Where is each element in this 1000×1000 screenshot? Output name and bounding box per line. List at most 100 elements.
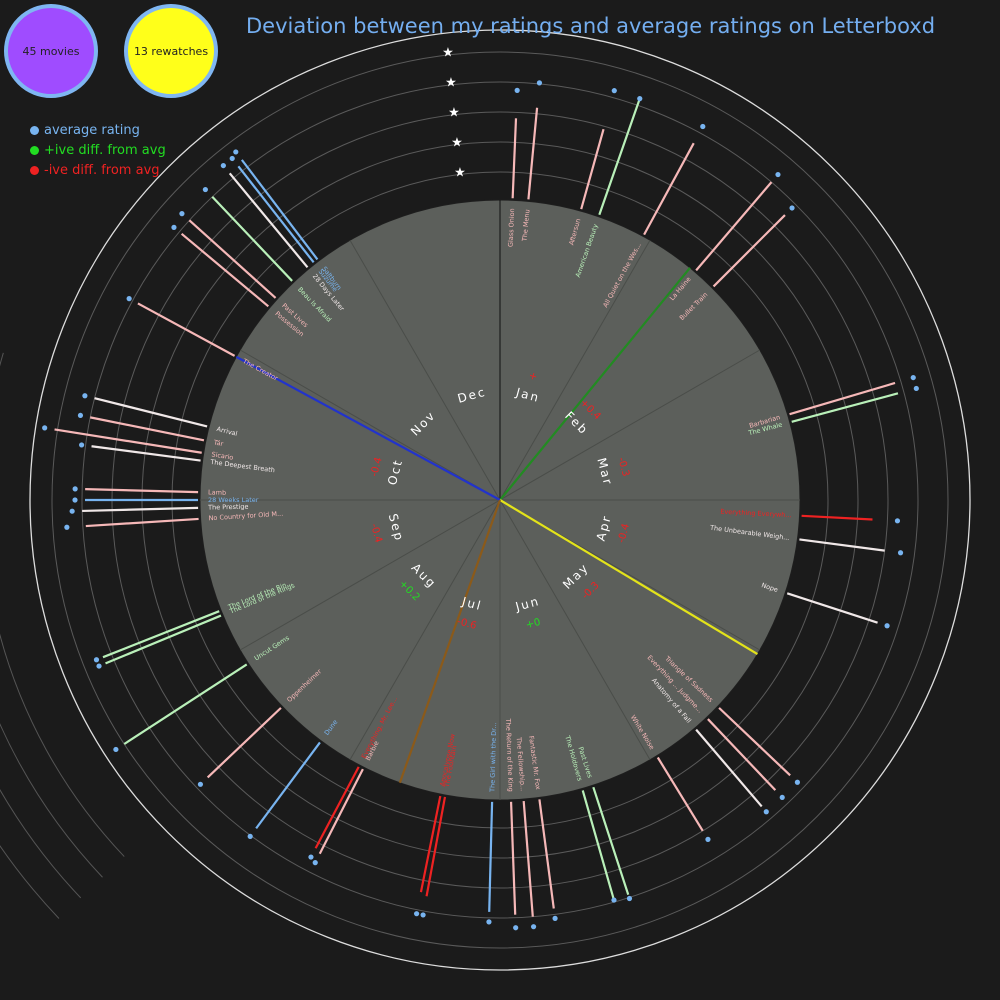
movie-rating-line: [188, 219, 277, 299]
average-rating-dot: [420, 912, 426, 918]
legend-dot-average: [30, 126, 39, 135]
movie-rating-line: [488, 801, 494, 912]
month-average-diff: -0.4: [368, 522, 384, 544]
movie-title-label: 28 Weeks Later: [208, 496, 259, 504]
movie-title-label: Tár: [212, 438, 224, 448]
average-rating-dot: [705, 836, 711, 842]
average-rating-dot: [413, 911, 420, 917]
month-average-diff: -0.4: [616, 522, 632, 544]
extended-rating-ring: [0, 722, 103, 878]
movie-rating-line: [580, 128, 605, 210]
movie-rating-line: [707, 718, 777, 791]
average-rating-dot: [197, 781, 204, 787]
movie-rating-line: [237, 165, 315, 264]
movie-rating-line: [511, 118, 518, 199]
movie-rating-line: [419, 795, 442, 893]
average-rating-dot: [179, 211, 185, 217]
star-icon: ★: [451, 136, 463, 151]
average-rating-dot: [42, 425, 48, 431]
average-rating-dot: [69, 508, 75, 514]
average-rating-dot: [82, 393, 88, 399]
clock-hand: [235, 355, 501, 501]
chart-title: Deviation between my ratings and average…: [246, 14, 936, 38]
extended-rating-ring: [0, 352, 125, 857]
movie-rating-line: [598, 96, 642, 216]
month-label: Oct: [385, 457, 405, 486]
average-rating-dot: [637, 96, 643, 102]
movie-title-label: The Menu: [520, 209, 531, 243]
average-rating-dot: [486, 919, 492, 925]
average-rating-dot: [77, 412, 84, 419]
movie-title-label: Glass Onion: [507, 208, 517, 247]
average-rating-dot: [779, 794, 785, 801]
month-divider: [349, 239, 501, 501]
month-average-diff: -0.6: [456, 616, 478, 632]
month-label: Apr: [594, 513, 614, 542]
movie-rating-line: [94, 397, 208, 428]
month-average-diff: -0.3: [615, 456, 631, 478]
average-rating-dot: [96, 663, 102, 669]
legend-label-average: average rating: [44, 123, 140, 138]
average-rating-dot: [514, 87, 520, 93]
month-divider: [239, 499, 501, 651]
average-rating-dot: [611, 897, 617, 903]
movies-count: 45 movies: [22, 44, 80, 58]
movie-rating-line: [786, 592, 878, 624]
movie-title-label: Everything Everywh...: [720, 508, 792, 520]
legend-dot-positive: [30, 146, 39, 155]
movie-rating-line: [509, 801, 517, 915]
average-rating-dot: [312, 860, 318, 866]
movie-rating-line: [789, 381, 896, 416]
movie-spokes: [42, 80, 919, 931]
rating-ring: [51, 51, 949, 949]
month-divider: [499, 239, 651, 501]
legend-item-negative: -ive diff. from avg: [30, 162, 166, 182]
movie-rating-line: [695, 728, 763, 808]
movie-rating-line: [137, 302, 236, 357]
month-divider: [499, 349, 761, 501]
average-rating-dot: [308, 854, 314, 860]
average-rating-dot: [789, 205, 795, 211]
movie-rating-line: [91, 445, 201, 462]
average-rating-dot: [700, 123, 706, 130]
movie-rating-line: [82, 506, 199, 513]
movie-rating-line: [318, 768, 364, 855]
legend-item-positive: +ive diff. from avg: [30, 142, 166, 162]
average-rating-dot: [552, 915, 558, 921]
month-average-diff: -0.4: [369, 456, 385, 478]
rating-ring: [81, 81, 919, 919]
rewatches-count-badge: 13 rewatches: [124, 4, 218, 98]
movie-rating-line: [791, 392, 899, 423]
average-rating-dot: [910, 374, 916, 381]
movie-title-label: Sicario: [211, 450, 234, 461]
average-rating-dot: [233, 149, 239, 155]
movie-rating-line: [425, 796, 447, 897]
clock-hand: [499, 499, 758, 656]
average-rating-dot: [247, 833, 253, 839]
month-divider: [239, 349, 501, 501]
clock-hand: [398, 499, 502, 784]
month-average-diff: +: [528, 370, 539, 383]
movie-rating-line: [527, 107, 539, 200]
star-icon: ★: [448, 106, 460, 121]
average-rating-dot: [513, 925, 519, 931]
legend-label-negative: -ive diff. from avg: [44, 163, 160, 178]
movie-title-label: The Girl with the Dr...: [488, 722, 498, 793]
movie-rating-line: [54, 428, 202, 454]
movie-rating-line: [522, 800, 534, 917]
average-rating-dot: [894, 518, 901, 524]
movie-title-label: Lamb: [208, 488, 226, 496]
average-rating-dot: [79, 442, 85, 448]
extended-rating-ring: [0, 844, 60, 919]
legend-item-average: average rating: [30, 122, 166, 142]
average-rating-dot: [202, 186, 208, 193]
average-rating-dot: [884, 623, 890, 629]
average-rating-dot: [113, 746, 119, 753]
average-rating-dot: [611, 88, 617, 94]
average-rating-dot: [171, 224, 177, 230]
legend-dot-negative: [30, 166, 39, 175]
average-rating-dot: [536, 80, 543, 86]
movie-rating-line: [228, 172, 309, 269]
movie-rating-line: [656, 756, 704, 832]
average-rating-dot: [72, 486, 78, 492]
